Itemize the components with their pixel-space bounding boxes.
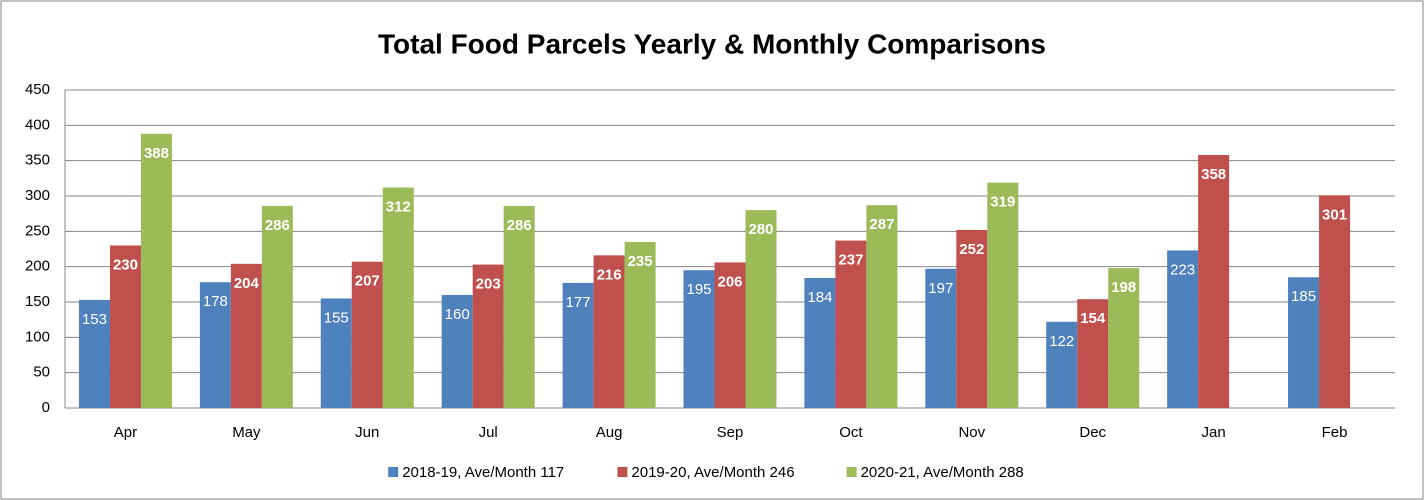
x-tick-label: Aug (596, 424, 623, 441)
legend-label: 2019-20, Ave/Month 246 (631, 464, 794, 481)
bar (1288, 277, 1320, 408)
data-label: 178 (203, 293, 228, 310)
y-tick-label: 250 (25, 222, 50, 239)
data-label: 235 (628, 253, 653, 270)
bar (1046, 321, 1078, 408)
bar (866, 205, 898, 408)
bar (441, 294, 473, 408)
bar (745, 210, 777, 408)
bar (261, 205, 293, 408)
data-label: 154 (1080, 310, 1106, 327)
bar (624, 241, 656, 408)
legend-swatch (846, 467, 857, 477)
data-label: 195 (686, 281, 711, 298)
data-label: 252 (959, 241, 984, 258)
bar (956, 229, 988, 408)
data-label: 388 (144, 145, 169, 162)
bar (320, 298, 352, 408)
data-label: 153 (82, 311, 107, 328)
legend-swatch (617, 467, 628, 477)
data-label: 286 (265, 217, 290, 234)
x-tick-label: Dec (1079, 424, 1106, 441)
data-label: 301 (1322, 206, 1347, 223)
data-label: 216 (597, 266, 622, 283)
data-label: 223 (1170, 261, 1195, 278)
x-tick-label: Sep (717, 424, 744, 441)
y-tick-label: 400 (25, 116, 50, 133)
bar (714, 262, 746, 408)
data-label: 204 (234, 275, 260, 292)
legend-swatch (388, 467, 399, 477)
data-label: 358 (1201, 166, 1226, 183)
bar (472, 264, 504, 408)
bar (1167, 250, 1199, 408)
data-label: 185 (1291, 288, 1316, 305)
x-tick-label: Oct (839, 424, 863, 441)
data-label: 177 (566, 294, 591, 311)
bar (1198, 155, 1230, 408)
data-label: 203 (476, 276, 501, 293)
y-tick-label: 50 (33, 364, 50, 381)
y-tick-label: 150 (25, 293, 50, 310)
data-label: 286 (507, 217, 532, 234)
data-label: 230 (113, 256, 138, 273)
data-label: 184 (807, 289, 832, 306)
chart-title: Total Food Parcels Yearly & Monthly Comp… (378, 28, 1046, 59)
data-label: 206 (717, 273, 742, 290)
data-label: 312 (386, 198, 411, 215)
legend-label: 2020-21, Ave/Month 288 (861, 464, 1024, 481)
bar (78, 299, 110, 408)
bar (835, 240, 867, 408)
data-label: 207 (355, 273, 380, 290)
y-tick-label: 0 (42, 399, 50, 416)
x-tick-label: Jun (355, 424, 379, 441)
data-label: 198 (1111, 279, 1136, 296)
bar (199, 282, 231, 408)
y-tick-label: 350 (25, 152, 50, 169)
bar (683, 270, 715, 408)
bar (1077, 299, 1109, 408)
bar (382, 187, 414, 408)
bar (804, 277, 836, 408)
x-tick-label: Nov (958, 424, 985, 441)
legend-label: 2018-19, Ave/Month 117 (402, 464, 564, 481)
bar (109, 245, 141, 408)
y-tick-label: 200 (25, 258, 50, 275)
x-tick-label: Jan (1202, 424, 1226, 441)
y-tick-label: 450 (25, 81, 50, 98)
data-label: 197 (928, 280, 953, 297)
data-label: 280 (748, 221, 773, 238)
bar (1319, 195, 1351, 408)
y-tick-label: 300 (25, 187, 50, 204)
bar (1108, 268, 1140, 408)
bar (230, 263, 262, 408)
x-tick-label: Feb (1322, 424, 1348, 441)
bar (987, 182, 1019, 408)
bar (562, 282, 594, 408)
data-label: 122 (1049, 333, 1074, 350)
data-label: 237 (838, 251, 863, 268)
x-tick-label: Jul (479, 424, 498, 441)
x-tick-label: May (232, 424, 261, 441)
data-label: 319 (990, 194, 1015, 211)
x-tick-label: Apr (114, 424, 137, 441)
data-label: 287 (869, 216, 894, 233)
bar (140, 133, 172, 408)
bar (925, 268, 957, 408)
bar (503, 205, 535, 408)
data-label: 155 (324, 309, 349, 326)
bar (593, 255, 625, 408)
data-label: 160 (445, 306, 470, 323)
bar (351, 261, 383, 408)
y-tick-label: 100 (25, 328, 50, 345)
